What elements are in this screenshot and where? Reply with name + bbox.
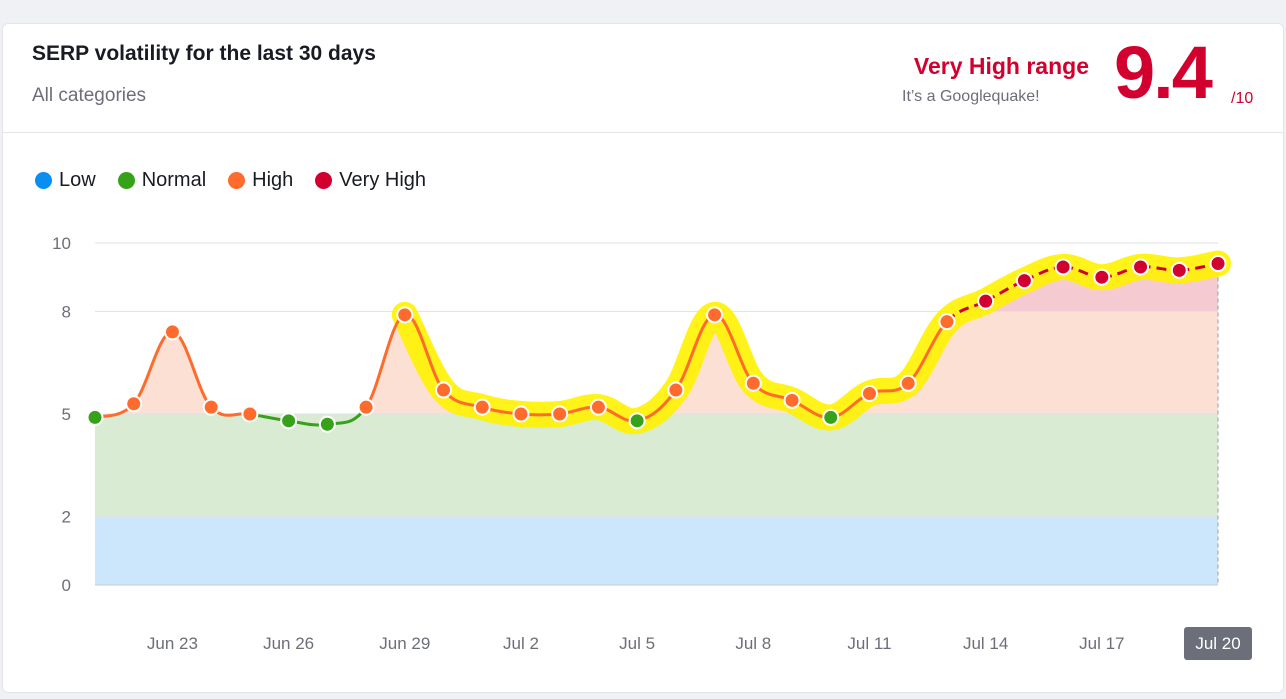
x-tick-selected-bg xyxy=(1184,627,1252,660)
data-point xyxy=(435,381,453,399)
data-point xyxy=(86,408,104,426)
data-point xyxy=(163,323,181,341)
range-label: Very High range xyxy=(913,53,1089,79)
category-selector[interactable]: All categories xyxy=(32,85,147,106)
data-point xyxy=(977,292,995,310)
data-point xyxy=(744,374,762,392)
volatility-score: 9.4 xyxy=(1114,31,1213,114)
data-point xyxy=(1015,272,1033,290)
data-point xyxy=(860,384,878,402)
data-point xyxy=(396,306,414,324)
data-point xyxy=(280,412,298,430)
data-point xyxy=(1209,255,1227,273)
legend-dot-normal xyxy=(117,172,135,189)
legend-item-high[interactable]: High xyxy=(228,169,293,192)
data-point xyxy=(551,405,569,423)
data-point xyxy=(1093,268,1111,286)
data-point xyxy=(899,374,917,392)
x-tick-label: Jul 17 xyxy=(1079,634,1124,653)
data-point xyxy=(202,398,220,416)
data-point xyxy=(1170,261,1188,279)
chart-title: SERP volatility for the last 30 days xyxy=(32,42,376,65)
area-high xyxy=(95,263,1218,414)
legend-dot-low xyxy=(35,172,52,189)
x-tick-label: Jun 23 xyxy=(147,634,198,653)
data-point xyxy=(318,415,336,433)
y-tick-label: 5 xyxy=(62,405,71,424)
x-tick-label: Jul 5 xyxy=(619,634,655,653)
chart-legend: Low Normal High Very High xyxy=(35,169,448,192)
data-point xyxy=(473,398,491,416)
legend-dot-very-high xyxy=(315,172,333,189)
data-point xyxy=(357,398,375,416)
data-point xyxy=(822,408,840,426)
data-point xyxy=(241,405,259,423)
range-description: It’s a Googlequake! xyxy=(902,88,1040,105)
x-tick-label: Jun 26 xyxy=(263,634,314,653)
x-tick-label: Jul 14 xyxy=(963,634,1008,653)
x-tick-label: Jul 8 xyxy=(735,634,771,653)
legend-label-low: Low xyxy=(59,169,96,191)
y-tick-label: 0 xyxy=(62,576,71,595)
data-point xyxy=(125,395,143,413)
score-max: /10 xyxy=(1231,90,1254,107)
x-tick-label: Jul 20 xyxy=(1195,634,1240,653)
x-tick-label: Jun 29 xyxy=(379,634,430,653)
legend-item-normal[interactable]: Normal xyxy=(117,169,207,192)
legend-item-low[interactable]: Low xyxy=(35,169,96,192)
data-point xyxy=(628,412,646,430)
volatility-card: SERP volatility for the last 30 days All… xyxy=(2,23,1284,693)
card-header: SERP volatility for the last 30 days All… xyxy=(3,24,1283,133)
legend-label-high: High xyxy=(252,169,294,191)
data-point xyxy=(1054,258,1072,276)
legend-label-very-high: Very High xyxy=(339,169,427,191)
data-point xyxy=(706,306,724,324)
volatility-chart: 0 2 5 8 10 Jun 23 Jun 26 Jun 29 Jul 2 Jul 5 Jul 8 J… xyxy=(52,234,1252,660)
data-point xyxy=(667,381,685,399)
y-tick-label: 2 xyxy=(62,508,71,527)
x-tick-label: Jul 11 xyxy=(847,634,891,653)
data-point xyxy=(783,391,801,409)
y-tick-label: 8 xyxy=(62,302,71,321)
data-point xyxy=(589,398,607,416)
band-normal xyxy=(95,414,1218,517)
data-point xyxy=(1132,258,1150,276)
data-point xyxy=(938,313,956,331)
x-tick-label: Jul 2 xyxy=(503,634,539,653)
data-point xyxy=(512,405,530,423)
legend-item-very-high[interactable]: Very High xyxy=(315,169,426,192)
legend-dot-high xyxy=(228,172,246,189)
legend-label-normal: Normal xyxy=(141,169,207,191)
y-tick-label: 10 xyxy=(52,234,71,253)
band-low xyxy=(95,516,1218,585)
